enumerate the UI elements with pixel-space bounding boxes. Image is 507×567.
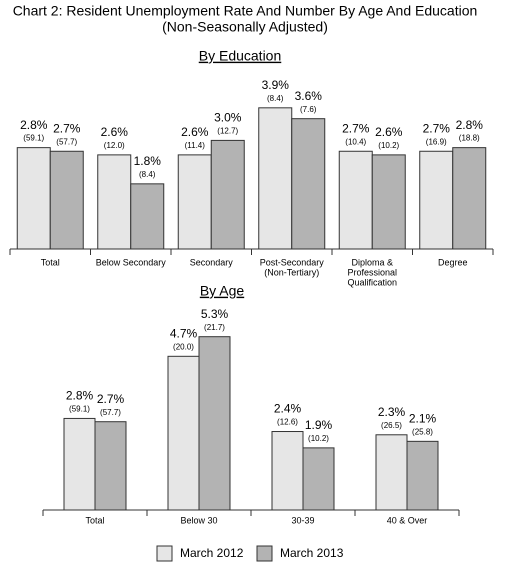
bar [291, 118, 326, 250]
section-title: By Education [199, 48, 282, 64]
bar [406, 440, 439, 511]
number-label: (10.4) [345, 137, 366, 146]
value-label: 2.8% [66, 389, 94, 403]
x-tick-label: 40 & Over [387, 515, 428, 525]
bar [338, 150, 373, 250]
bar [452, 147, 487, 250]
bar [375, 434, 408, 511]
x-tick-label: Post-Secondary [260, 257, 325, 267]
number-label: (20.0) [173, 342, 194, 351]
x-tick-label: Total [85, 515, 104, 525]
x-tick-label: Qualification [347, 277, 397, 287]
number-label: (18.8) [459, 134, 480, 143]
bar [97, 154, 132, 250]
x-tick-label: Total [41, 257, 60, 267]
number-label: (12.0) [104, 141, 125, 150]
number-label: (57.7) [100, 408, 121, 417]
value-label: 2.7% [423, 121, 451, 135]
number-label: (57.7) [56, 137, 77, 146]
legend-label: March 2012 [180, 546, 244, 560]
x-tick-label: Below 30 [180, 515, 217, 525]
value-label: 3.0% [214, 111, 242, 125]
value-label: 2.8% [20, 118, 48, 132]
x-tick-label: (Non-Tertiary) [264, 267, 319, 277]
value-label: 2.6% [375, 125, 403, 139]
x-tick-label: Degree [438, 257, 468, 267]
number-label: (59.1) [23, 134, 44, 143]
bar [210, 139, 245, 250]
bar [258, 107, 293, 250]
number-label: (10.2) [378, 141, 399, 150]
value-label: 2.8% [456, 118, 484, 132]
chart-title: Chart 2: Resident Unemployment Rate And … [13, 3, 478, 19]
value-label: 2.1% [409, 412, 437, 426]
value-label: 2.6% [101, 125, 129, 139]
x-tick-label: Professional [347, 267, 397, 277]
legend-label: March 2013 [280, 546, 344, 560]
value-label: 1.9% [305, 418, 333, 432]
x-tick-label: Below Secondary [96, 257, 167, 267]
x-tick-label: 30-39 [291, 515, 314, 525]
value-label: 3.9% [262, 78, 290, 92]
section-title: By Age [200, 283, 245, 299]
number-label: (8.4) [267, 94, 284, 103]
bar [63, 417, 96, 511]
number-label: (12.6) [277, 418, 298, 427]
legend-swatch [156, 545, 173, 562]
x-tick-label: Diploma & [351, 257, 393, 267]
bar [94, 421, 127, 511]
number-label: (21.7) [204, 323, 225, 332]
value-label: 2.6% [181, 125, 209, 139]
number-label: (26.5) [381, 421, 402, 430]
number-label: (7.6) [300, 105, 317, 114]
bar [49, 150, 84, 250]
number-label: (10.2) [308, 434, 329, 443]
value-label: 5.3% [201, 307, 229, 321]
bar [167, 355, 200, 511]
bar [177, 154, 212, 250]
value-label: 2.4% [274, 402, 302, 416]
value-label: 2.3% [378, 405, 406, 419]
number-label: (12.7) [217, 127, 238, 136]
bar [16, 147, 51, 250]
value-label: 2.7% [97, 392, 125, 406]
bar [371, 154, 406, 250]
bar [130, 183, 165, 250]
number-label: (16.9) [426, 137, 447, 146]
legend-swatch [256, 545, 273, 562]
x-tick-label: Secondary [190, 257, 234, 267]
bar [302, 447, 335, 511]
value-label: 4.7% [170, 326, 198, 340]
value-label: 1.8% [134, 154, 162, 168]
bar [419, 150, 454, 250]
number-label: (25.8) [412, 427, 433, 436]
value-label: 2.7% [342, 121, 370, 135]
chart-subtitle: (Non-Seasonally Adjusted) [162, 19, 328, 35]
number-label: (8.4) [139, 170, 156, 179]
number-label: (11.4) [185, 141, 206, 150]
bar [198, 336, 231, 511]
bar [271, 431, 304, 511]
number-label: (59.1) [69, 405, 90, 414]
value-label: 2.7% [53, 121, 81, 135]
value-label: 3.6% [295, 89, 323, 103]
